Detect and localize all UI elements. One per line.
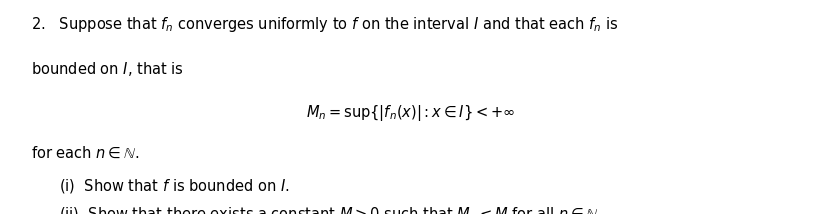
Text: for each $n \in \mathbb{N}$.: for each $n \in \mathbb{N}$. [31, 146, 140, 161]
Text: (ii)  Show that there exists a constant $M > 0$ such that $M_n \leq M$ for all $: (ii) Show that there exists a constant $… [59, 205, 602, 214]
Text: $M_n = \mathrm{sup}\{|f_n(x)| : x \in I\} < +\infty$: $M_n = \mathrm{sup}\{|f_n(x)| : x \in I\… [307, 103, 515, 123]
Text: (i)  Show that $f$ is bounded on $I$.: (i) Show that $f$ is bounded on $I$. [59, 177, 290, 195]
Text: 2.   Suppose that $f_n$ converges uniformly to $f$ on the interval $I$ and that : 2. Suppose that $f_n$ converges uniforml… [31, 15, 619, 34]
Text: bounded on $I$, that is: bounded on $I$, that is [31, 60, 184, 78]
